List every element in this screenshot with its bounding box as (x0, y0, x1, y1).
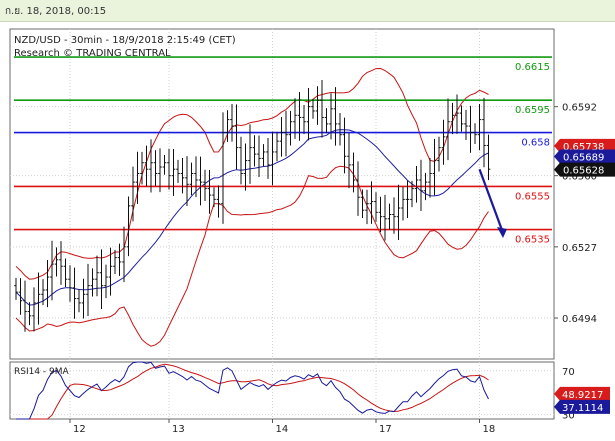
forecast-arrow-head (497, 227, 507, 239)
price-badge-shape (554, 162, 615, 177)
price-tick-label: 0.6494 (562, 314, 597, 325)
price-badge: 0.65738 (554, 138, 615, 153)
rsi-badge-shape (554, 386, 610, 401)
price-badge: 0.65689 (554, 149, 615, 164)
rsi-badge: 48.9217 (554, 386, 610, 401)
time-tick-label: 12 (73, 424, 86, 435)
price-chart: 12 13 14 17 18 0.6592 0.6560 0.6527 0.6494 0.661… (9, 28, 615, 435)
rsi-tick-label: 70 (562, 367, 575, 378)
forecast-arrow-shaft (478, 168, 504, 231)
chart-title: NZD/USD - 30min - 18/9/2018 2:15:49 (CET… (14, 35, 236, 46)
price-tick-label: 0.6592 (562, 103, 597, 114)
price-tick-label: 0.6527 (562, 243, 597, 254)
header-bar: ก.ย. 18, 2018, 00:15 (0, 0, 615, 22)
time-tick-label: 17 (379, 424, 392, 435)
rsi-tick-label: 30 (562, 411, 575, 422)
level-label: 0.6615 (515, 62, 550, 73)
rsi-label: RSI14 - 9MA (14, 367, 70, 377)
price-badge-label: 0.65628 (563, 166, 604, 177)
price-badge-label: 0.65689 (563, 152, 604, 163)
rsi-badge-label: 37.1114 (562, 403, 603, 414)
rsi-ma-line (16, 363, 489, 420)
rsi-line (16, 361, 489, 420)
price-badge-shape (554, 149, 615, 164)
bollinger-lower-line (15, 165, 489, 347)
level-label: 0.6555 (515, 191, 550, 202)
chart-subtitle: Research © TRADING CENTRAL (14, 48, 171, 59)
rsi-badge-shape (554, 399, 610, 414)
time-tick-label: 18 (483, 424, 496, 435)
bollinger-upper-line (15, 67, 489, 280)
price-badge-label: 0.65738 (563, 142, 604, 153)
rsi-badge-label: 48.9217 (562, 390, 603, 401)
price-badge: 0.65628 (554, 162, 615, 177)
level-label: 0.6595 (515, 105, 550, 116)
price-tick-label: 0.6560 (562, 172, 597, 183)
time-tick-label: 14 (276, 424, 289, 435)
rsi-badge: 37.1114 (554, 399, 610, 414)
time-tick-label: 13 (172, 424, 185, 435)
moving-average-line (15, 129, 489, 306)
price-badge-shape (554, 138, 615, 153)
level-label: 0.658 (521, 138, 550, 149)
level-label: 0.6535 (515, 235, 550, 246)
header-timestamp: ก.ย. 18, 2018, 00:15 (5, 6, 107, 17)
price-panel (9, 28, 555, 360)
